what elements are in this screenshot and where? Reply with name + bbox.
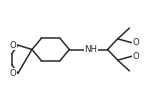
Text: O: O: [132, 52, 139, 61]
Text: O: O: [10, 41, 17, 50]
Text: O: O: [132, 38, 139, 47]
Text: NH: NH: [84, 45, 97, 54]
Text: O: O: [10, 69, 17, 78]
